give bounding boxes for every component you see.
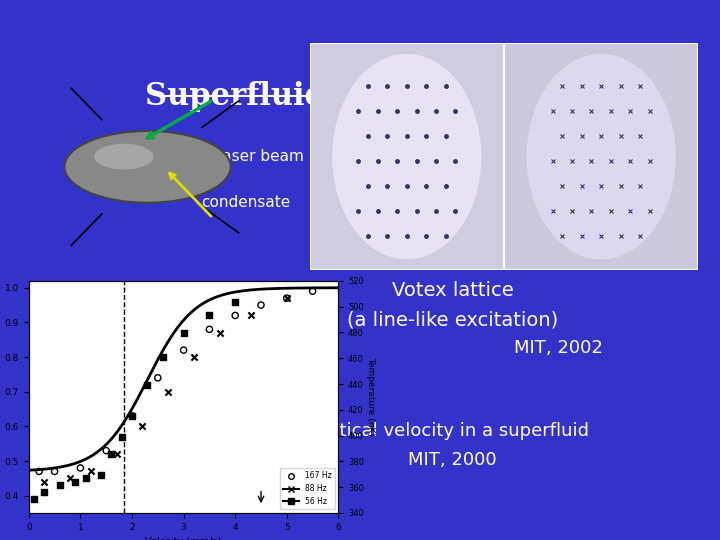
Point xyxy=(54,481,66,490)
Bar xyxy=(310,43,504,270)
Point xyxy=(245,311,256,320)
Point xyxy=(39,488,50,496)
Point xyxy=(178,346,189,354)
Point xyxy=(95,470,107,479)
Point xyxy=(230,311,241,320)
Point xyxy=(204,325,215,334)
Text: laser beam: laser beam xyxy=(218,149,305,164)
Point xyxy=(126,411,138,420)
Point xyxy=(33,467,45,476)
Point xyxy=(80,474,91,483)
Text: MIT, 2002: MIT, 2002 xyxy=(514,339,603,357)
Text: Votex lattice: Votex lattice xyxy=(392,281,513,300)
Point xyxy=(126,411,138,420)
Point xyxy=(152,374,163,382)
Point xyxy=(255,301,266,309)
Point xyxy=(49,467,60,476)
Point xyxy=(307,287,318,295)
Point xyxy=(204,311,215,320)
Ellipse shape xyxy=(94,144,153,170)
Polygon shape xyxy=(527,55,675,259)
Text: condensate: condensate xyxy=(202,194,291,210)
Point xyxy=(157,353,168,361)
Point xyxy=(28,495,40,503)
Legend: 167 Hz, 88 Hz, 56 Hz: 167 Hz, 88 Hz, 56 Hz xyxy=(280,468,335,509)
Text: critical velocity in a superfluid: critical velocity in a superfluid xyxy=(317,422,589,441)
Point xyxy=(100,446,112,455)
Point xyxy=(106,450,117,458)
Polygon shape xyxy=(333,55,481,259)
Point xyxy=(188,353,199,361)
Bar xyxy=(504,43,698,270)
Point xyxy=(64,474,76,483)
Point xyxy=(230,298,241,306)
Point xyxy=(75,464,86,472)
Point xyxy=(39,477,50,486)
Text: (a line-like excitation): (a line-like excitation) xyxy=(347,310,558,329)
Point xyxy=(142,381,153,389)
Text: MIT, 2000: MIT, 2000 xyxy=(408,451,497,469)
Point xyxy=(69,477,81,486)
Point xyxy=(137,422,148,431)
Point xyxy=(111,450,122,458)
Ellipse shape xyxy=(65,131,230,202)
Point xyxy=(214,328,225,337)
Point xyxy=(163,387,174,396)
Point xyxy=(116,433,127,441)
X-axis label: Velocity (mm/s): Velocity (mm/s) xyxy=(145,537,222,540)
Point xyxy=(85,467,96,476)
Y-axis label: Temperature (nK): Temperature (nK) xyxy=(366,357,375,436)
Point xyxy=(281,294,292,302)
Point xyxy=(281,294,292,302)
Text: Superfluidity and Vortices: Superfluidity and Vortices xyxy=(145,82,593,112)
Point xyxy=(178,328,189,337)
